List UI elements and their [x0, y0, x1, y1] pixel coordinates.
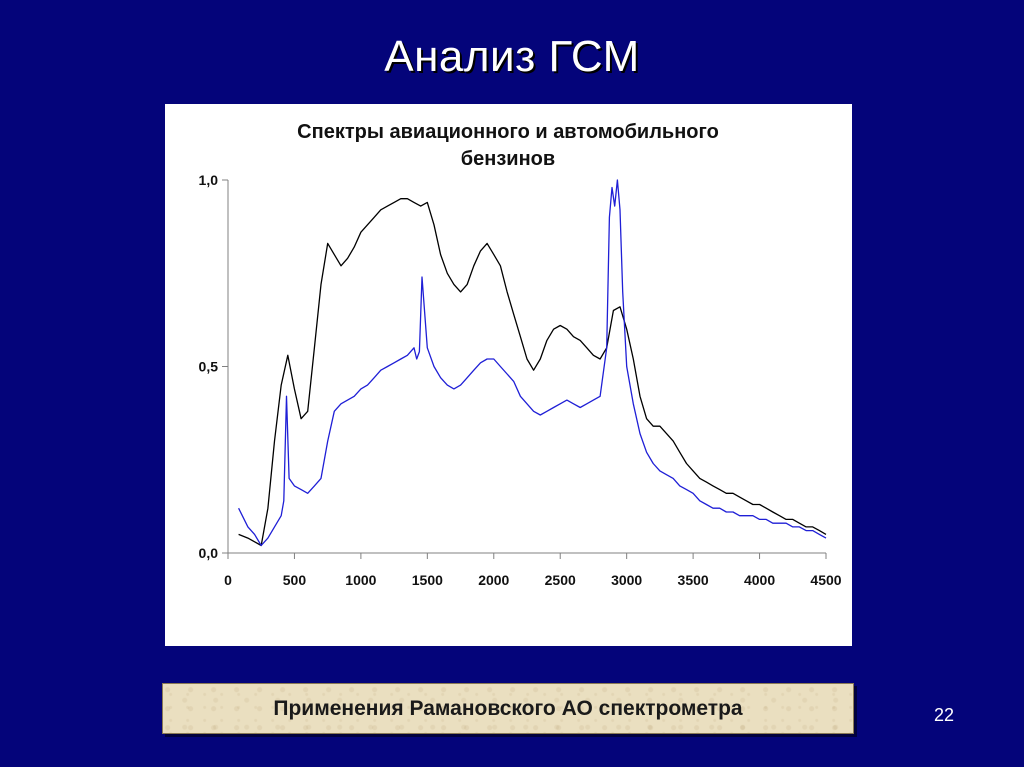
x-tick-label: 4500 — [810, 572, 841, 588]
chart: Спектры авиационного и автомобильного бе… — [199, 121, 842, 588]
y-tick-label: 0,0 — [199, 545, 219, 561]
series-line-2 — [238, 179, 827, 547]
page-number: 22 — [934, 705, 955, 725]
caption-box: Применения Рамановского АО спектрометра — [162, 683, 854, 734]
y-tick-label: 1,0 — [199, 172, 219, 188]
x-tick-label: 4000 — [744, 572, 775, 588]
slide-title: Анализ ГСМ — [384, 32, 640, 81]
x-tick-label: 1000 — [345, 572, 376, 588]
x-tick-label: 1500 — [412, 572, 443, 588]
chart-panel: Спектры авиационного и автомобильного бе… — [165, 104, 852, 646]
caption-text: Применения Рамановского АО спектрометра — [273, 696, 743, 720]
y-tick-label: 0,5 — [199, 359, 219, 375]
x-tick-label: 2500 — [545, 572, 576, 588]
chart-title-line-2: бензинов — [461, 148, 555, 170]
series-layer — [238, 179, 827, 547]
x-tick-label: 0 — [224, 572, 232, 588]
x-tick-label: 2000 — [478, 572, 509, 588]
x-tick-label: 3000 — [611, 572, 642, 588]
tick-layer: 0,0 0,5 1,0 0 500 1000 1500 2000 2500 3000 3500 400… — [199, 172, 842, 588]
x-tick-label: 3500 — [678, 572, 709, 588]
chart-title-line-1: Спектры авиационного и автомобильного — [297, 121, 719, 143]
x-tick-label: 500 — [283, 572, 307, 588]
series-line-1 — [238, 198, 827, 547]
